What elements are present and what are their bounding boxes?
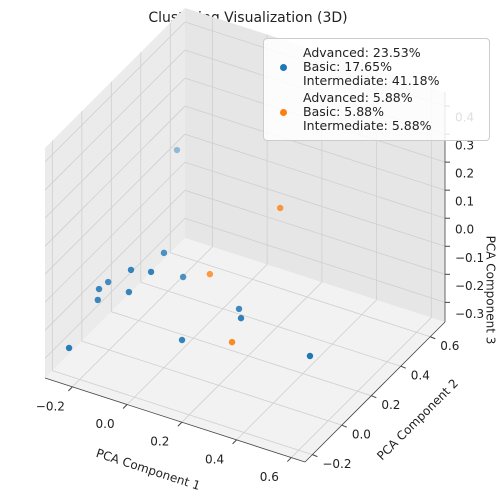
grid-line	[81, 340, 342, 426]
grid-line	[44, 218, 186, 359]
grid-line	[140, 281, 401, 367]
point	[147, 268, 155, 276]
tick	[177, 421, 183, 427]
grid-line	[170, 252, 431, 338]
point	[235, 305, 243, 313]
grid-line	[184, 217, 446, 303]
point	[65, 344, 73, 352]
y-axis-label: PCA Component 2	[374, 376, 461, 463]
point	[206, 270, 214, 278]
legend: Advanced: 23.53% Basic: 17.65% Intermedi…	[263, 38, 490, 141]
tick	[371, 395, 377, 399]
z-axis-label: PCA Component 3	[484, 236, 497, 345]
grid-line	[44, 133, 186, 275]
legend-label: Advanced: 23.53% Basic: 17.65% Intermedi…	[303, 45, 440, 88]
point	[104, 278, 112, 286]
grid-line	[184, 133, 446, 219]
y-tick-label: −0.2	[322, 457, 351, 471]
z-tick-label: 0.2	[455, 167, 474, 181]
tick	[400, 365, 406, 369]
y-tick-label: 0.0	[352, 428, 371, 442]
z-tick-label: −0.3	[455, 307, 484, 321]
tick	[312, 454, 318, 458]
legend-label: Advanced: 5.88% Basic: 5.88% Intermediat…	[303, 90, 432, 133]
grid-line	[184, 161, 446, 247]
axis-line	[304, 321, 446, 463]
x-axis-label: PCA Component 1	[94, 446, 202, 493]
tick	[232, 439, 237, 445]
grid-line	[184, 189, 446, 275]
point	[125, 288, 133, 296]
grid-line	[111, 311, 372, 397]
point	[94, 296, 102, 304]
tick	[430, 336, 436, 340]
z-tick-label: −0.1	[455, 251, 484, 265]
z-tick-label: 0.3	[455, 139, 474, 153]
y-tick-label: 0.6	[440, 339, 459, 353]
left-pane	[45, 8, 185, 378]
legend-marker	[280, 108, 287, 116]
tick	[68, 386, 73, 392]
point	[179, 273, 187, 281]
grid-line	[184, 105, 446, 191]
grid-line	[52, 370, 313, 456]
grid-line	[126, 264, 268, 405]
grid-line	[44, 190, 186, 331]
point	[173, 146, 181, 154]
point	[127, 266, 135, 274]
z-tick-label: 0.0	[455, 223, 474, 237]
grid-line	[44, 105, 186, 247]
legend-marker	[280, 63, 287, 71]
point	[95, 285, 103, 293]
grid-line	[181, 281, 323, 423]
grid-line	[44, 77, 186, 219]
tick	[341, 424, 348, 428]
grid-line	[44, 49, 186, 191]
grid-line	[291, 317, 432, 458]
legend-entry: Advanced: 23.53% Basic: 17.65% Intermedi…	[264, 46, 489, 88]
x-tick-label: 0.2	[150, 435, 169, 449]
x-tick-label: 0.0	[96, 417, 115, 431]
grid-line	[44, 21, 186, 163]
point	[228, 338, 236, 346]
z-tick-label: −0.2	[455, 279, 484, 293]
point	[276, 204, 284, 212]
grid-line	[236, 299, 377, 441]
point	[178, 336, 186, 344]
tick	[122, 404, 128, 409]
y-tick-label: 0.2	[381, 398, 400, 412]
floor-pane	[45, 238, 445, 462]
grid-line	[44, 161, 186, 303]
point	[160, 249, 168, 257]
point	[237, 314, 245, 322]
y-tick-label: 0.4	[411, 369, 430, 383]
tick	[286, 457, 292, 462]
x-tick-label: −0.2	[36, 399, 65, 413]
z-tick-label: 0.1	[455, 195, 474, 209]
legend-entry: Advanced: 5.88% Basic: 5.88% Intermediat…	[264, 91, 489, 133]
x-tick-label: 0.6	[260, 470, 279, 484]
grid-line	[72, 246, 213, 388]
axis-line	[44, 377, 306, 463]
point	[306, 352, 314, 360]
x-tick-label: 0.4	[205, 452, 224, 466]
